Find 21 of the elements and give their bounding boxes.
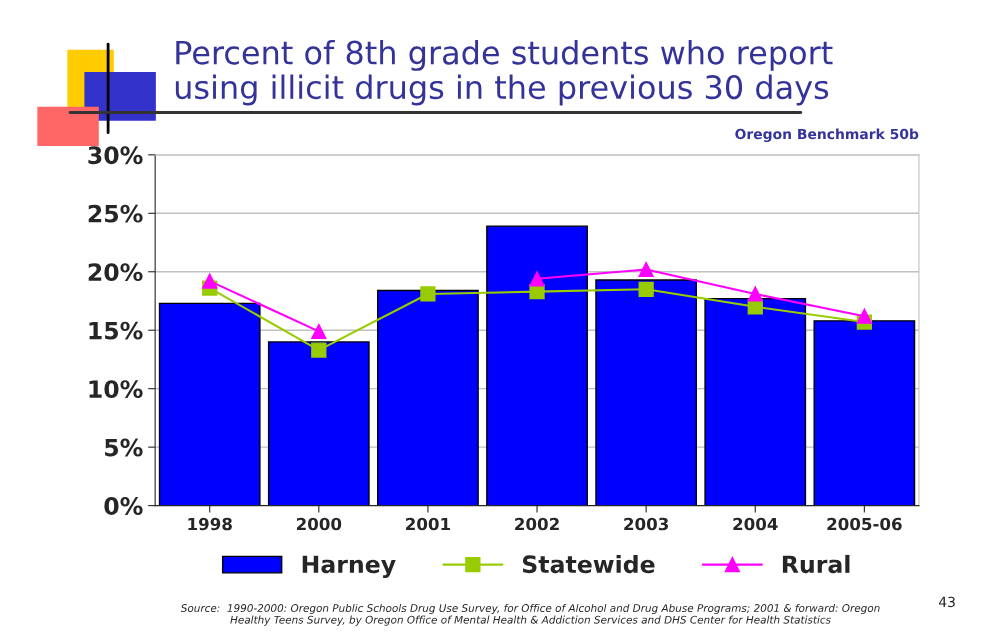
legend-label: Statewide (522, 554, 655, 574)
x-tick-label: 2004 (733, 517, 778, 531)
y-tick-label: 10% (89, 380, 143, 398)
source-note: Source: 1990-2000: Oregon Public Schools Drug Use Survey, for Office of Alcohol and Drug Abuse Programs; 2001 & forward: Oregon Healthy Teens Survey, by Oregon Office of Mental Health & Addiction Services and DHS Center for Health Statistics (180, 603, 880, 626)
y-tick-label: 30% (88, 146, 143, 165)
y-tick-label: 5% (105, 438, 143, 457)
text: 43 (938, 596, 955, 608)
y-tick-label: 25% (88, 204, 143, 223)
x-tick-label: 1998 (188, 517, 232, 531)
chart-subtitle: Oregon Benchmark 50b (735, 128, 919, 143)
x-tick-label: 2005-06 (827, 517, 902, 531)
x-tick-label: 2003 (624, 517, 669, 531)
x-tick-label: 2001 (406, 517, 450, 531)
legend-label: Harney (302, 555, 396, 578)
legend-label: Rural (782, 554, 850, 574)
chart-title: Percent of 8th grade students who report using illicit drugs in the previous 30 days (175, 39, 833, 106)
x-tick-label: 2000 (296, 517, 342, 531)
y-tick-label: 15% (89, 321, 143, 340)
y-tick-label: 20% (88, 263, 143, 282)
y-tick-label: 0% (104, 497, 143, 515)
x-tick-label: 2002 (515, 517, 559, 531)
